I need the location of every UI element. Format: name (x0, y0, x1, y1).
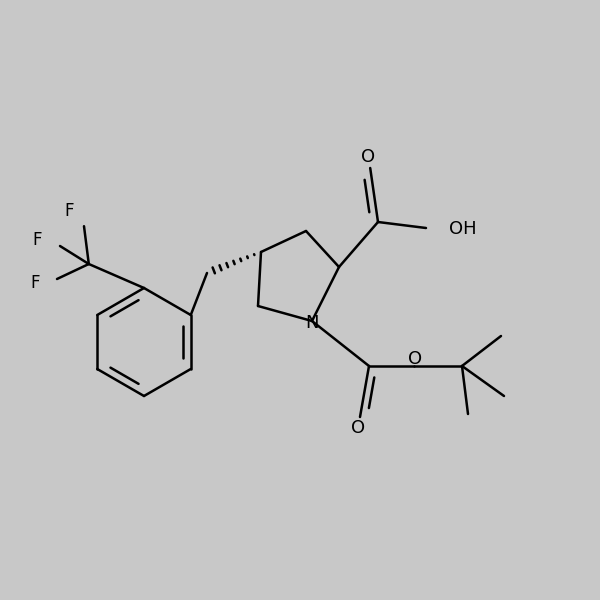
Text: O: O (407, 350, 422, 368)
Text: O: O (351, 419, 365, 437)
Text: N: N (305, 314, 319, 332)
Text: O: O (361, 148, 376, 166)
Text: F: F (30, 274, 40, 292)
Text: F: F (32, 231, 42, 249)
Text: F: F (64, 202, 74, 220)
Text: OH: OH (449, 220, 476, 238)
